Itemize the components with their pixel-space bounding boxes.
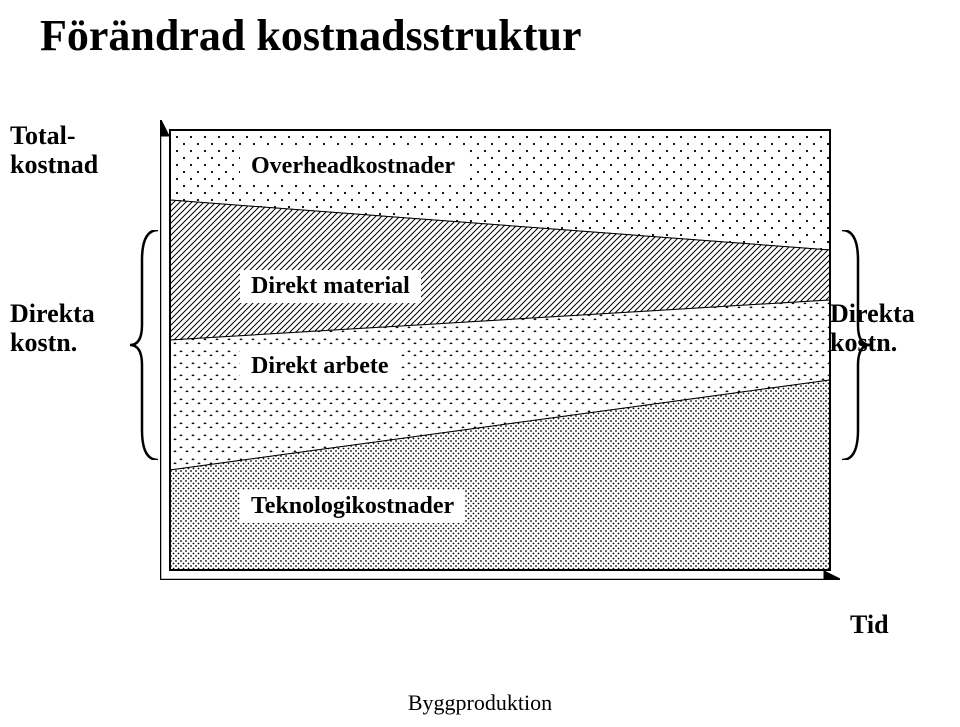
x-axis-label: Tid: [850, 610, 889, 640]
right-brace-icon: [840, 230, 870, 460]
band-label-teknologi: Teknologikostnader: [240, 490, 465, 523]
band-label-overhead: Overheadkostnader: [240, 150, 466, 183]
left-brace-icon: [130, 230, 160, 460]
y-axis-label: Total-kostnad: [10, 122, 140, 179]
page-footer: Byggproduktion: [0, 690, 960, 716]
cost-structure-chart: Overheadkostnader Direkt material Direkt a…: [160, 120, 840, 580]
page-title: Förändrad kostnadsstruktur: [40, 10, 582, 61]
band-label-material: Direkt material: [240, 270, 421, 303]
left-bracket-label: Direktakostn.: [10, 300, 130, 357]
band-label-arbete: Direkt arbete: [240, 350, 400, 383]
